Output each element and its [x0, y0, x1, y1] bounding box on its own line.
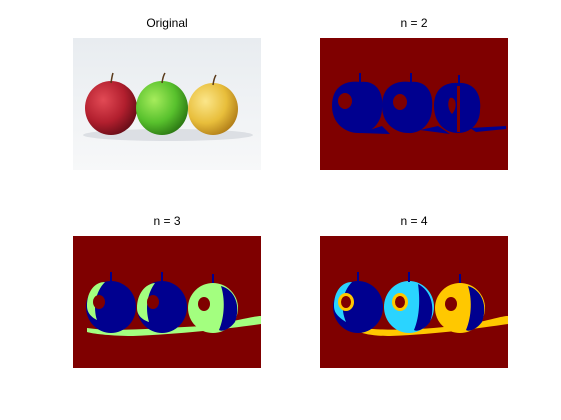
panel-title: n = 4 [400, 214, 428, 228]
panel-n4: n = 4 [320, 214, 508, 368]
segmentation-n3 [73, 236, 261, 368]
panel-original: Original [73, 16, 261, 170]
panel-title: n = 3 [153, 214, 181, 228]
original-apples-photo [73, 38, 261, 170]
red-apple [85, 72, 137, 135]
segmentation-n4 [320, 236, 508, 368]
panel-title: Original [146, 16, 188, 30]
segmentation-n2 [320, 38, 508, 170]
panel-n2: n = 2 [320, 16, 508, 170]
panel-title: n = 2 [400, 16, 428, 30]
green-apple [136, 72, 188, 135]
yellow-apple [188, 74, 238, 135]
panel-n3: n = 3 [73, 214, 261, 368]
